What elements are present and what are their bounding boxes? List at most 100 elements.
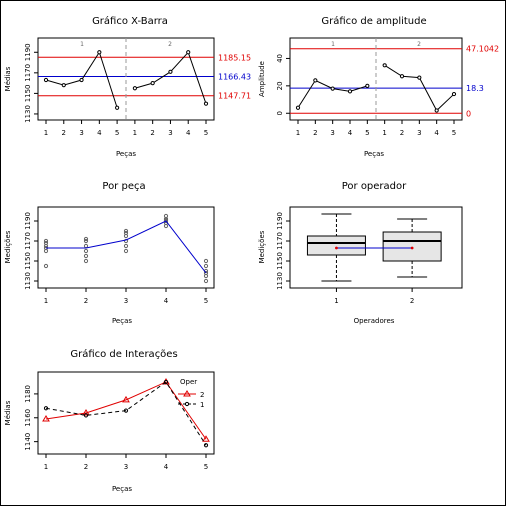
by-operator-ytick-label: 1130 bbox=[276, 272, 284, 290]
by-part-title: Por peça bbox=[102, 181, 145, 192]
by-part-data-point bbox=[43, 263, 49, 269]
by-operator-mean-point bbox=[335, 246, 338, 250]
xbar-data-point bbox=[79, 77, 84, 83]
range-xtick-label: 3 bbox=[417, 129, 421, 137]
range-xtick-label: 5 bbox=[452, 129, 456, 137]
interaction-xtick-label: 1 bbox=[44, 463, 48, 471]
range-operator-label: 1 bbox=[331, 41, 335, 48]
xbar-ytick-label: 1170 bbox=[24, 64, 32, 82]
xbar-ytick-label: 1150 bbox=[24, 84, 32, 102]
by-part-ytick-label: 1170 bbox=[24, 232, 32, 250]
by-operator-ytick-label: 1150 bbox=[276, 252, 284, 270]
interaction-series-2-line bbox=[45, 381, 207, 440]
by-part-data-point bbox=[83, 243, 89, 249]
xbar-lcl-label: 1147.71 bbox=[218, 92, 251, 101]
xbar-data-point bbox=[186, 50, 191, 55]
by-operator-box bbox=[306, 235, 366, 256]
by-part-xtick-label: 3 bbox=[124, 297, 128, 305]
range-data-point bbox=[417, 75, 422, 80]
interaction-title: Gráfico de Interações bbox=[70, 348, 177, 360]
interaction-series-1-point bbox=[83, 413, 89, 418]
by-part-data-point bbox=[123, 228, 129, 234]
by-operator-xtick-label: 1 bbox=[334, 297, 338, 305]
interaction-xlabel: Peças bbox=[112, 485, 132, 493]
range-ytick-label: 0 bbox=[276, 111, 284, 115]
interaction-ylabel: Médias bbox=[4, 400, 12, 425]
range-ytick-label: 20 bbox=[276, 81, 284, 90]
xbar-ylabel: Médias bbox=[4, 66, 12, 91]
xbar-data-point bbox=[97, 50, 102, 55]
xbar-ucl-label: 1185.15 bbox=[218, 53, 251, 62]
xbar-data-point bbox=[203, 101, 209, 106]
xbar-data-point bbox=[150, 81, 155, 86]
xbar-xtick-label: 1 bbox=[44, 129, 48, 137]
range-ylabel: Amplitude bbox=[258, 61, 266, 97]
by-part-ytick-label: 1130 bbox=[24, 272, 32, 290]
interaction-series-2-point bbox=[82, 409, 90, 416]
by-part-ytick-label: 1190 bbox=[24, 212, 32, 230]
by-part-xlabel: Peças bbox=[112, 317, 132, 325]
interaction-ytick-label: 1180 bbox=[24, 385, 32, 403]
range-data-point bbox=[365, 83, 370, 88]
xbar-ytick-label: 1130 bbox=[24, 105, 32, 123]
range-ytick-label: 40 bbox=[276, 54, 284, 63]
interaction-legend-title: Oper bbox=[180, 378, 197, 386]
range-series-line bbox=[297, 79, 368, 109]
range-xtick-label: 4 bbox=[434, 129, 439, 137]
xbar-title: Gráfico X-Barra bbox=[92, 15, 168, 27]
by-operator-ytick-label: 1190 bbox=[276, 212, 284, 230]
by-part-data-point bbox=[83, 236, 89, 242]
interaction-series-2-point bbox=[202, 435, 210, 442]
range-lcl-label: 0 bbox=[466, 109, 471, 118]
by-operator-xlabel: Operadores bbox=[354, 317, 395, 325]
by-part-data-point bbox=[203, 270, 209, 276]
range-data-point bbox=[330, 86, 335, 91]
interaction-xtick-label: 3 bbox=[124, 463, 128, 471]
interaction-series-1-point bbox=[123, 408, 129, 413]
xbar-operator-label: 1 bbox=[80, 41, 84, 48]
interaction-xtick-label: 5 bbox=[204, 463, 208, 471]
by-part-data-point bbox=[43, 248, 49, 254]
by-part-xtick-label: 5 bbox=[204, 297, 208, 305]
xbar-xtick-label: 2 bbox=[150, 129, 154, 137]
xbar-data-point bbox=[115, 105, 120, 110]
by-part-data-point bbox=[43, 240, 49, 246]
range-xtick-label: 2 bbox=[400, 129, 404, 137]
by-operator-ytick-label: 1170 bbox=[276, 232, 284, 250]
interaction-series-1-line bbox=[45, 381, 207, 446]
xbar-xtick-label: 3 bbox=[79, 129, 83, 137]
interaction-series-1-point bbox=[203, 443, 209, 448]
interaction-ytick-label: 1140 bbox=[24, 433, 32, 451]
range-data-point bbox=[313, 78, 318, 83]
range-data-point bbox=[451, 91, 457, 97]
interaction-xtick-label: 4 bbox=[164, 463, 169, 471]
interaction-legend-marker bbox=[184, 401, 190, 407]
by-part-data-point bbox=[123, 248, 129, 254]
interaction-series-2-point bbox=[122, 395, 130, 403]
range-xtick-label: 1 bbox=[382, 129, 386, 137]
by-part-data-point bbox=[203, 258, 209, 264]
by-operator-title: Por operador bbox=[342, 181, 407, 192]
range-xtick-label: 5 bbox=[365, 129, 369, 137]
by-part-xtick-label: 1 bbox=[44, 297, 48, 305]
interaction-series-1-point bbox=[163, 379, 169, 385]
by-operator-plot-box bbox=[289, 206, 463, 289]
by-part-data-point bbox=[203, 263, 209, 269]
xbar-xtick-label: 5 bbox=[204, 129, 208, 137]
by-part-data-point bbox=[203, 278, 209, 284]
range-operator-label: 2 bbox=[417, 41, 421, 48]
by-part-ytick-label: 1150 bbox=[24, 252, 32, 270]
xbar-operator-label: 2 bbox=[168, 41, 172, 48]
range-data-point bbox=[347, 89, 353, 94]
by-part-data-point bbox=[123, 233, 129, 239]
range-xtick-label: 3 bbox=[330, 129, 334, 137]
by-part-xtick-label: 4 bbox=[164, 297, 169, 305]
interaction-series-1-point bbox=[43, 406, 49, 411]
by-part-data-point bbox=[83, 258, 89, 264]
range-xtick-label: 4 bbox=[348, 129, 353, 137]
by-part-ylabel: Medições bbox=[4, 230, 12, 263]
interaction-legend-label: 1 bbox=[200, 401, 204, 409]
xbar-center-label: 1166.43 bbox=[218, 73, 251, 82]
by-part-mean-line bbox=[46, 220, 207, 274]
